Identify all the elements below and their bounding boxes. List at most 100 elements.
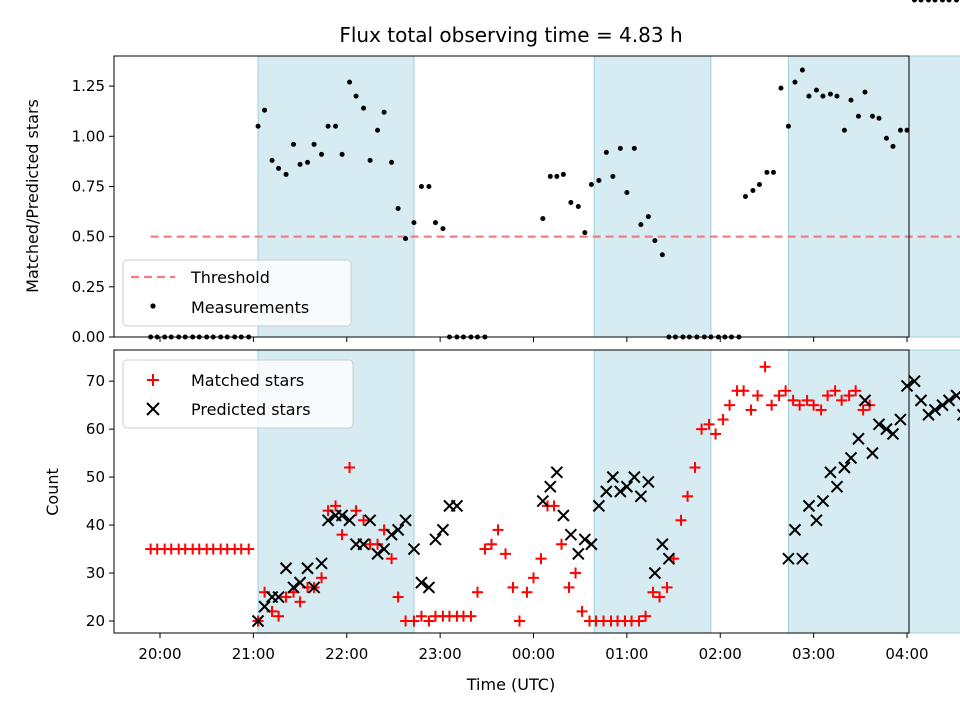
predicted-star-marker <box>272 590 285 604</box>
predicted-star-marker <box>936 398 949 412</box>
predicted-star-marker-b <box>606 470 620 484</box>
measurement-point <box>389 159 395 165</box>
top-panel: Flux total observing time = 4.83 h 0.000… <box>23 0 960 346</box>
measurement-point <box>792 79 798 85</box>
predicted-star-marker <box>550 466 564 479</box>
predicted-star-marker-b <box>293 576 307 589</box>
matched-star-marker <box>787 394 799 406</box>
matched-star-marker <box>479 543 491 555</box>
bottom-xtick-label: 21:00 <box>232 645 275 663</box>
measurement-point <box>291 141 297 147</box>
predicted-star-marker-b <box>572 547 585 561</box>
predicted-star-marker-b <box>880 422 893 436</box>
measurement-point <box>659 252 665 258</box>
bottom-ytick-label: 50 <box>86 468 105 486</box>
measurement-point <box>603 149 609 155</box>
measurement-point <box>652 238 658 244</box>
measurement-point <box>750 187 756 193</box>
bottom-xtick-label: 00:00 <box>512 645 555 663</box>
predicted-star-marker <box>900 379 914 393</box>
predicted-star-marker-b <box>371 547 384 561</box>
predicted-star-marker-b <box>642 475 655 489</box>
measurement-point <box>932 0 938 3</box>
predicted-star-marker <box>838 461 851 474</box>
matched-star-marker <box>350 505 362 517</box>
measurement-point <box>897 127 903 133</box>
predicted-star-marker-b <box>592 499 606 513</box>
predicted-star-marker <box>307 581 321 594</box>
matched-star-marker <box>682 490 694 502</box>
measurement-point <box>283 171 289 177</box>
measurement-point <box>778 85 784 91</box>
matched-star-marker <box>576 605 588 617</box>
measurement-point <box>764 169 770 175</box>
predicted-star-marker-b <box>585 538 598 551</box>
predicted-star-marker <box>293 576 307 589</box>
predicted-star-marker-b <box>914 394 928 407</box>
predicted-star-marker <box>315 557 328 570</box>
predicted-legend-label: Predicted stars <box>191 400 311 419</box>
predicted-star-marker-b <box>802 499 816 513</box>
measurement-point <box>770 169 776 175</box>
matched-star-marker <box>815 404 827 416</box>
matched-star-marker <box>499 548 511 560</box>
measurement-point <box>575 204 581 210</box>
predicted-star-marker-b <box>307 581 321 594</box>
predicted-star-marker <box>614 485 627 498</box>
measurement-point <box>596 177 602 183</box>
predicted-star-marker-b <box>844 451 858 465</box>
predicted-star-marker <box>852 432 865 445</box>
measurement-point <box>353 93 359 99</box>
predicted-star-marker <box>802 499 816 513</box>
predicted-star-marker-b <box>536 494 550 508</box>
measurement-point <box>624 189 630 195</box>
measurement-point <box>560 171 566 177</box>
predicted-star-marker-b <box>557 509 570 522</box>
measurement-point <box>841 127 847 133</box>
matched-star-marker <box>556 538 568 550</box>
matched-legend-marker <box>147 374 159 386</box>
predicted-star-marker-b <box>782 552 795 565</box>
matched-star-marker <box>492 524 504 536</box>
predicted-star-marker-b <box>279 562 293 575</box>
predicted-star-marker <box>301 562 314 575</box>
matched-star-marker <box>850 385 862 397</box>
predicted-star-marker <box>251 614 265 628</box>
bottom-panel: 20 30 40 50 60 70 20:00 21:00 22:00 23:00 00:00 01:… <box>43 349 960 694</box>
predicted-star-marker-b <box>357 538 370 551</box>
measurement-point <box>939 0 945 3</box>
measurement-point <box>869 113 875 119</box>
predicted-star-marker <box>914 394 928 407</box>
top-ytick-label: 0.00 <box>72 328 105 346</box>
predicted-star-marker-b <box>399 514 412 527</box>
measurement-point <box>540 216 546 222</box>
measurement-point <box>297 161 303 167</box>
predicted-star-marker-b <box>922 408 935 421</box>
measurement-point <box>333 123 339 129</box>
predicted-star-marker <box>858 394 872 407</box>
measurement-point <box>588 181 594 187</box>
predicted-star-marker <box>436 523 450 537</box>
matched-star-marker <box>485 538 497 550</box>
predicted-star-marker-b <box>788 523 802 537</box>
predicted-star-marker-b <box>251 614 265 628</box>
matched-star-marker <box>330 500 342 512</box>
bottom-plot-frame <box>113 349 910 634</box>
measurement-point <box>953 0 959 3</box>
predicted-star-marker-b <box>550 466 564 479</box>
predicted-star-marker <box>287 581 300 594</box>
matched-star-marker <box>654 591 666 603</box>
predicted-star-marker <box>335 509 349 522</box>
measurement-point <box>617 145 623 151</box>
measurement-point <box>432 220 438 226</box>
matched-star-marker <box>528 572 539 584</box>
predicted-star-marker <box>585 538 598 551</box>
predicted-star-marker-b <box>544 480 557 493</box>
measurement-point <box>806 93 812 99</box>
measurement-point <box>855 113 861 119</box>
matched-star-marker <box>243 543 255 555</box>
predicted-star-marker <box>620 480 634 493</box>
predicted-star-marker-b <box>900 379 914 393</box>
predicted-star-marker-b <box>343 514 356 527</box>
